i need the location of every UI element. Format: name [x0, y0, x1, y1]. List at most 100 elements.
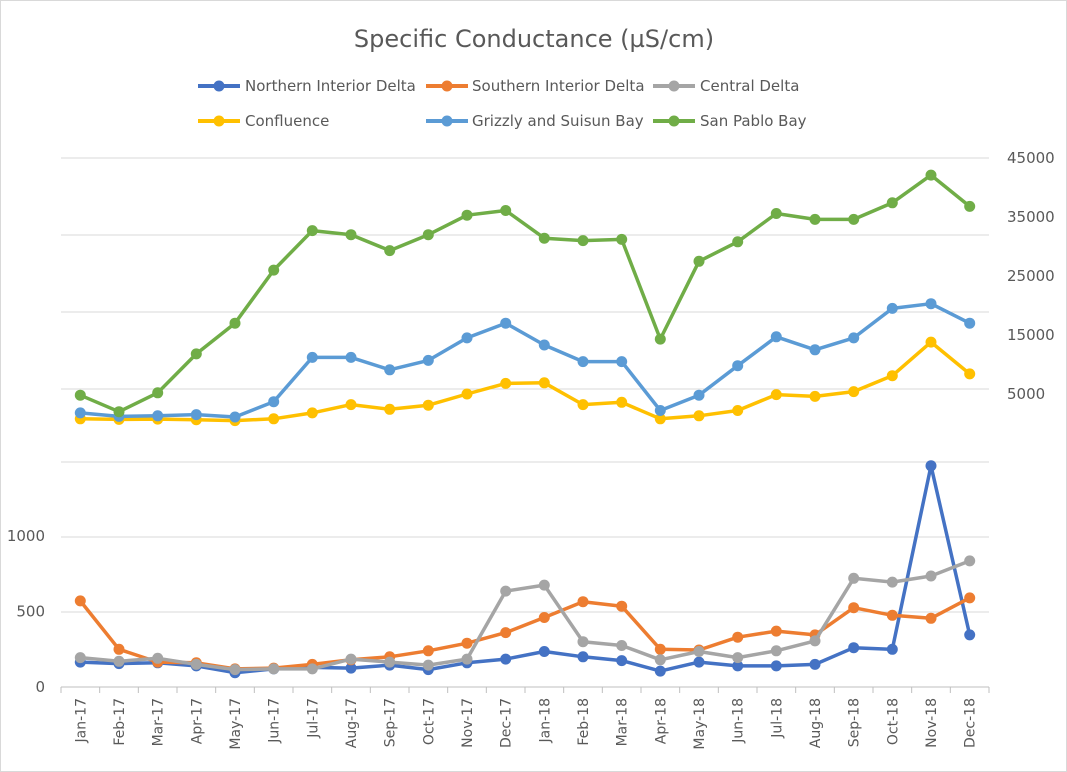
data-point	[345, 399, 357, 411]
series-line	[78, 559, 972, 672]
data-point	[268, 264, 280, 276]
legend-item-northern-interior-delta: Northern Interior Delta	[198, 77, 416, 95]
data-point	[848, 386, 860, 398]
data-point	[770, 208, 782, 219]
data-point	[461, 209, 473, 221]
data-point	[268, 413, 280, 425]
data-point	[577, 399, 589, 411]
legend: Northern Interior Delta Southern Interio…	[198, 77, 807, 130]
x-tick-label: Apr-18	[653, 698, 669, 744]
data-point	[732, 631, 744, 643]
data-point	[422, 659, 434, 671]
data-point	[616, 640, 628, 651]
legend-swatch-marker	[441, 80, 453, 92]
data-point	[964, 555, 976, 567]
upper-y-tick-label: 45000	[1007, 149, 1055, 167]
data-point	[964, 200, 976, 212]
data-point	[577, 356, 589, 368]
data-point	[229, 317, 241, 329]
data-point	[345, 351, 357, 363]
data-point	[732, 660, 744, 672]
data-point	[732, 360, 744, 372]
data-point	[886, 197, 898, 209]
data-point	[848, 572, 860, 584]
data-point	[693, 389, 705, 401]
data-point	[654, 405, 666, 416]
chart-title: Specific Conductance (µS/cm)	[354, 25, 714, 53]
data-point	[925, 298, 937, 310]
x-tick-label: Jan-18	[537, 698, 553, 743]
data-point	[345, 653, 357, 665]
data-point	[616, 396, 628, 408]
data-point	[809, 344, 821, 356]
legend-label: Northern Interior Delta	[245, 77, 416, 95]
series-line	[78, 301, 972, 419]
x-tick-label: Oct-18	[885, 698, 901, 745]
data-point	[848, 602, 860, 614]
series-line	[78, 464, 972, 675]
x-tick-label: Nov-18	[924, 698, 940, 748]
data-point	[616, 356, 628, 368]
data-point	[964, 368, 976, 380]
legend-label: Grizzly and Suisun Bay	[472, 112, 644, 130]
series-grizzly-and-suisun-bay	[74, 298, 976, 423]
data-point	[925, 169, 937, 181]
lower-y-tick-label: 1000	[7, 527, 45, 545]
data-point	[616, 233, 628, 245]
data-point	[809, 213, 821, 225]
x-tick-label: Jan-17	[73, 698, 89, 743]
data-point	[886, 609, 898, 621]
x-tick-label: Sep-18	[847, 698, 863, 747]
data-point	[345, 229, 357, 241]
x-tick-label: Dec-17	[499, 698, 515, 748]
data-point	[577, 636, 589, 648]
data-point	[732, 405, 744, 416]
data-point	[384, 403, 396, 415]
data-point	[925, 612, 937, 624]
legend-item-san-pablo-bay: San Pablo Bay	[653, 112, 807, 130]
data-point	[770, 331, 782, 343]
x-tick-label: Jul-18	[769, 698, 785, 739]
data-point	[770, 389, 782, 401]
legend-label: Central Delta	[700, 77, 799, 95]
legend-item-grizzly-and-suisun-bay: Grizzly and Suisun Bay	[426, 112, 644, 130]
series-line	[78, 173, 972, 414]
x-tick-label: Aug-18	[808, 698, 824, 748]
data-point	[964, 592, 976, 604]
data-point	[500, 627, 512, 639]
series-layer	[74, 169, 976, 679]
data-point	[306, 225, 318, 237]
data-point	[190, 348, 202, 360]
data-point	[616, 600, 628, 612]
data-point	[848, 642, 860, 654]
x-tick-label: Apr-17	[189, 698, 205, 744]
data-point	[229, 411, 241, 423]
x-tick-label: May-18	[692, 698, 708, 750]
data-point	[229, 664, 241, 676]
data-point	[886, 302, 898, 314]
data-point	[461, 332, 473, 344]
data-point	[306, 407, 318, 419]
data-point	[809, 635, 821, 647]
data-point	[268, 396, 280, 408]
data-point	[538, 646, 550, 657]
data-point	[461, 637, 473, 649]
upper-y-tick-label: 25000	[1007, 267, 1055, 285]
legend-item-confluence: Confluence	[198, 112, 329, 130]
x-tick-label: Dec-18	[963, 698, 979, 748]
data-point	[500, 585, 512, 597]
data-point	[538, 377, 550, 389]
series-central-delta	[74, 555, 976, 676]
series-northern-interior-delta	[74, 460, 976, 679]
data-point	[809, 658, 821, 670]
data-point	[654, 654, 666, 666]
legend-swatch-marker	[441, 115, 453, 127]
x-tick-label: Jun-18	[731, 698, 747, 744]
data-point	[538, 339, 550, 351]
data-point	[770, 645, 782, 657]
data-point	[654, 333, 666, 345]
data-point	[693, 646, 705, 657]
x-tick-label: Mar-17	[151, 698, 167, 746]
